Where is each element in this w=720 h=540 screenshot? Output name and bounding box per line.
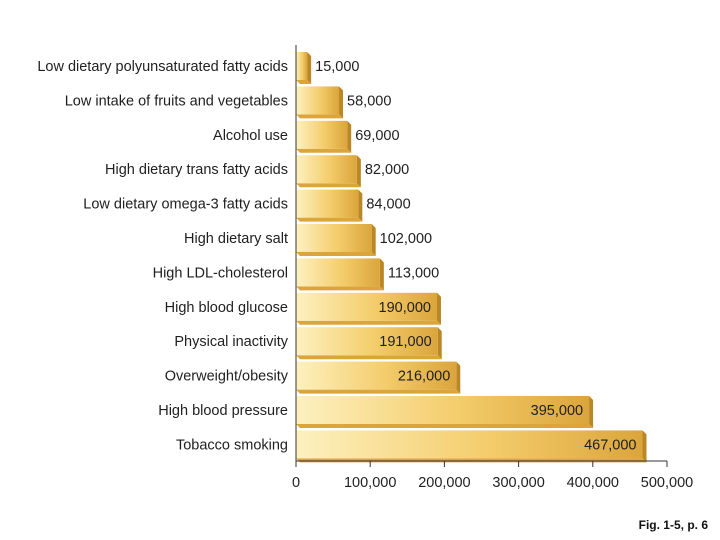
value-label: 467,000 — [584, 437, 636, 453]
bar-bottom-face — [296, 286, 384, 291]
figure-caption: Fig. 1-5, p. 6 — [638, 518, 708, 532]
bar-side-face — [347, 120, 352, 153]
bar-side-face — [358, 189, 363, 222]
bar-front-face — [296, 86, 340, 115]
bar — [296, 361, 461, 394]
x-tick-label: 100,000 — [344, 475, 396, 491]
bar-front-face — [296, 224, 372, 252]
bar-bottom-face — [296, 320, 441, 325]
bar-side-face — [379, 258, 384, 291]
bar-bottom-face — [296, 183, 361, 188]
category-label: Low dietary omega-3 fatty acids — [83, 197, 288, 213]
bar-bottom-face — [296, 217, 363, 222]
bar — [296, 120, 352, 153]
x-tick-label: 0 — [292, 475, 300, 491]
bar-side-face — [642, 430, 647, 463]
bar-front-face — [296, 120, 348, 149]
bar-side-face — [436, 292, 441, 325]
bar-side-face — [437, 327, 442, 360]
value-label: 15,000 — [315, 59, 359, 75]
category-label: Tobacco smoking — [176, 437, 288, 453]
x-tick-label: 200,000 — [418, 475, 470, 491]
value-label: 58,000 — [347, 93, 391, 109]
value-label: 216,000 — [398, 369, 450, 385]
bar-front-face — [296, 292, 437, 321]
value-label: 82,000 — [365, 162, 409, 178]
x-tick-label: 300,000 — [492, 475, 544, 491]
bar-bottom-face — [296, 252, 376, 256]
bar-bottom-face — [296, 458, 647, 463]
bar-front-face — [296, 327, 438, 356]
bar-bottom-face — [296, 148, 352, 153]
bar-side-face — [339, 86, 344, 119]
bar — [296, 396, 594, 428]
category-label: Low dietary polyunsaturated fatty acids — [37, 59, 288, 75]
bar-front-face — [296, 189, 359, 218]
category-label: Alcohol use — [213, 128, 288, 144]
category-label: Physical inactivity — [174, 334, 288, 350]
value-label: 190,000 — [379, 300, 431, 316]
x-axis-ticks: 0 100,000 200,000 300,000 400,000 500,000 — [292, 461, 693, 491]
bar-front-face — [296, 361, 457, 390]
value-label: 69,000 — [355, 128, 399, 144]
bar-bottom-face — [296, 424, 594, 428]
category-label: High blood glucose — [165, 300, 288, 316]
bar-bottom-face — [296, 114, 344, 119]
value-label: 102,000 — [380, 231, 432, 247]
value-labels: 15,000 58,000 69,000 82,000 84,000 102,000 113… — [315, 59, 636, 453]
bar — [296, 86, 344, 119]
bar — [296, 258, 384, 291]
bar-bottom-face — [296, 355, 442, 360]
bar-bottom-face — [296, 389, 461, 394]
bar — [296, 292, 441, 325]
category-label: Overweight/obesity — [165, 369, 289, 385]
bar — [296, 155, 361, 188]
bar-side-face — [356, 155, 361, 188]
bar-side-face — [589, 396, 594, 428]
bar-front-face — [296, 396, 590, 424]
bar-bottom-face — [296, 80, 312, 84]
category-labels: Low dietary polyunsaturated fatty acids L… — [37, 59, 288, 453]
bar-side-face — [307, 52, 312, 84]
x-tick-label: 500,000 — [641, 475, 693, 491]
bar-front-face — [296, 155, 357, 184]
category-label: High dietary salt — [184, 231, 288, 247]
value-label: 191,000 — [379, 334, 431, 350]
axes — [295, 45, 667, 462]
category-label: High blood pressure — [158, 403, 288, 419]
value-label: 113,000 — [388, 265, 439, 281]
bar-front-face — [296, 258, 380, 287]
bar — [296, 52, 312, 84]
category-label: High LDL-cholesterol — [153, 265, 288, 281]
bar-side-face — [371, 224, 376, 256]
bar — [296, 327, 442, 360]
bar-front-face — [296, 52, 308, 80]
bar — [296, 189, 363, 222]
value-label: 395,000 — [531, 403, 583, 419]
bar-front-face — [296, 430, 643, 459]
bar-side-face — [456, 361, 461, 394]
bars — [296, 52, 647, 463]
category-label: Low intake of fruits and vegetables — [65, 93, 288, 109]
value-label: 84,000 — [366, 197, 410, 213]
x-tick-label: 400,000 — [567, 475, 619, 491]
category-label: High dietary trans fatty acids — [105, 162, 288, 178]
bar — [296, 224, 376, 256]
